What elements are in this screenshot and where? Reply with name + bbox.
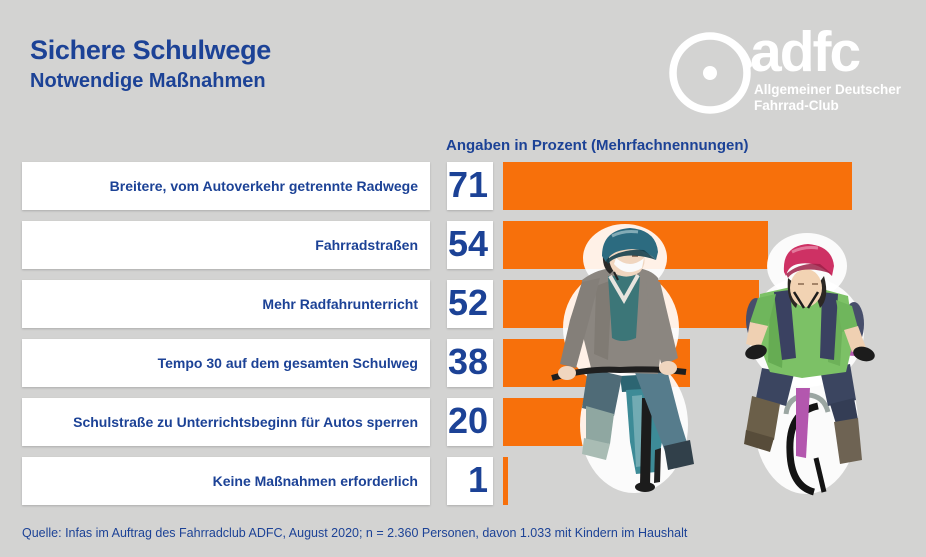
bar-category-label: Schulstraße zu Unterrichtsbeginn für Aut… (22, 398, 430, 446)
page-subtitle: Notwendige Maßnahmen (30, 70, 266, 92)
bar-row: Breitere, vom Autoverkehr getrennte Radw… (0, 162, 926, 210)
logo-subtitle-line1: Allgemeiner Deutscher (754, 82, 902, 97)
bar-track (503, 457, 852, 505)
bar-row: Mehr Radfahrunterricht 52 (0, 280, 926, 328)
right-cyclist (744, 233, 875, 496)
left-cyclist (551, 224, 694, 493)
bar-value: 1 (447, 457, 493, 505)
teal-helmet (602, 228, 658, 262)
bar-category-label: Breitere, vom Autoverkehr getrennte Radw… (22, 162, 430, 210)
bar-value: 20 (447, 398, 493, 446)
bar-category-label: Mehr Radfahrunterricht (22, 280, 430, 328)
wheel-icon (669, 32, 752, 114)
page-title: Sichere Schulwege (30, 35, 271, 65)
pink-helmet (783, 244, 834, 276)
bar-value: 54 (447, 221, 493, 269)
children-cycling-illustration (551, 224, 875, 496)
bar (503, 162, 852, 210)
bar-value: 38 (447, 339, 493, 387)
bar-value: 52 (447, 280, 493, 328)
bar-category-label: Tempo 30 auf dem gesamten Schulweg (22, 339, 430, 387)
chart-units-label: Angaben in Prozent (Mehrfachnennungen) (446, 137, 749, 154)
adfc-logo: adfc Allgemeiner Deutscher Fahrrad-Club (660, 20, 920, 130)
bar-value: 71 (447, 162, 493, 210)
adfc-wordmark: adfc (750, 20, 861, 84)
bar-row: Schulstraße zu Unterrichtsbeginn für Aut… (0, 398, 926, 446)
bar-track (503, 162, 852, 210)
bar-category-label: Fahrradstraßen (22, 221, 430, 269)
logo-subtitle: Allgemeiner Deutscher Fahrrad-Club (754, 82, 901, 113)
logo-subtitle-line2: Fahrrad-Club (754, 97, 839, 113)
source-note: Quelle: Infas im Auftrag des Fahrradclub… (22, 526, 688, 540)
bar-category-label: Keine Maßnahmen erforderlich (22, 457, 430, 505)
bar (503, 457, 508, 505)
bar-row: Keine Maßnahmen erforderlich 1 (0, 457, 926, 505)
